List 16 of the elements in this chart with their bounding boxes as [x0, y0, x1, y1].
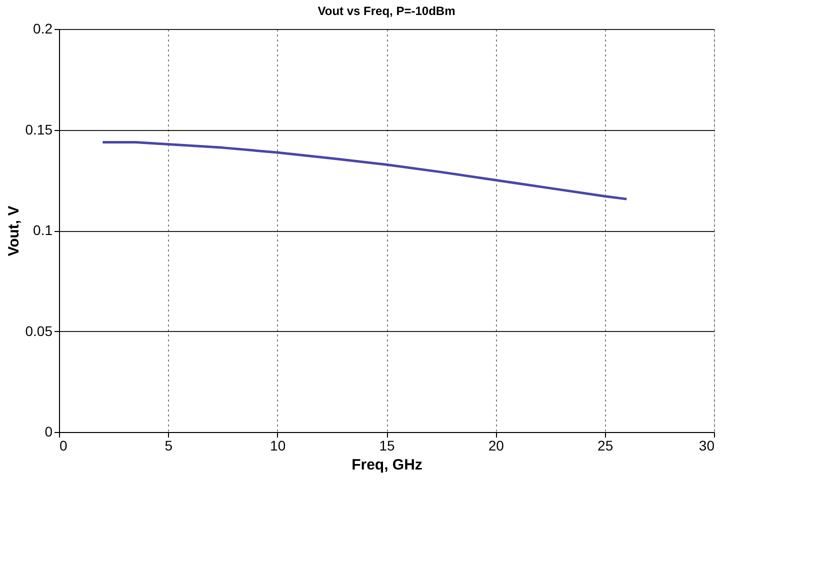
x-axis-title: Freq, GHz	[352, 456, 422, 474]
y-tick-label: 0.1	[33, 222, 53, 238]
y-tick-label: 0.2	[33, 20, 53, 36]
x-tick-label: 20	[488, 438, 504, 454]
x-tick-label: 15	[379, 438, 395, 454]
x-tick-label: 25	[598, 438, 614, 454]
y-tick-label: 0	[44, 424, 53, 440]
x-tick-label: 30	[698, 438, 715, 454]
y-tick-label: 0.05	[25, 322, 53, 339]
x-tick-label: 10	[270, 438, 286, 454]
line-series	[101, 140, 628, 200]
y-axis-title: Vout, V	[5, 206, 22, 256]
x-tick-label: 5	[164, 438, 173, 454]
chart-title: Vout vs Freq, P=-10dBm	[318, 4, 456, 18]
x-tick-label: 0	[60, 438, 68, 454]
y-tick-label: 0.15	[25, 121, 53, 138]
